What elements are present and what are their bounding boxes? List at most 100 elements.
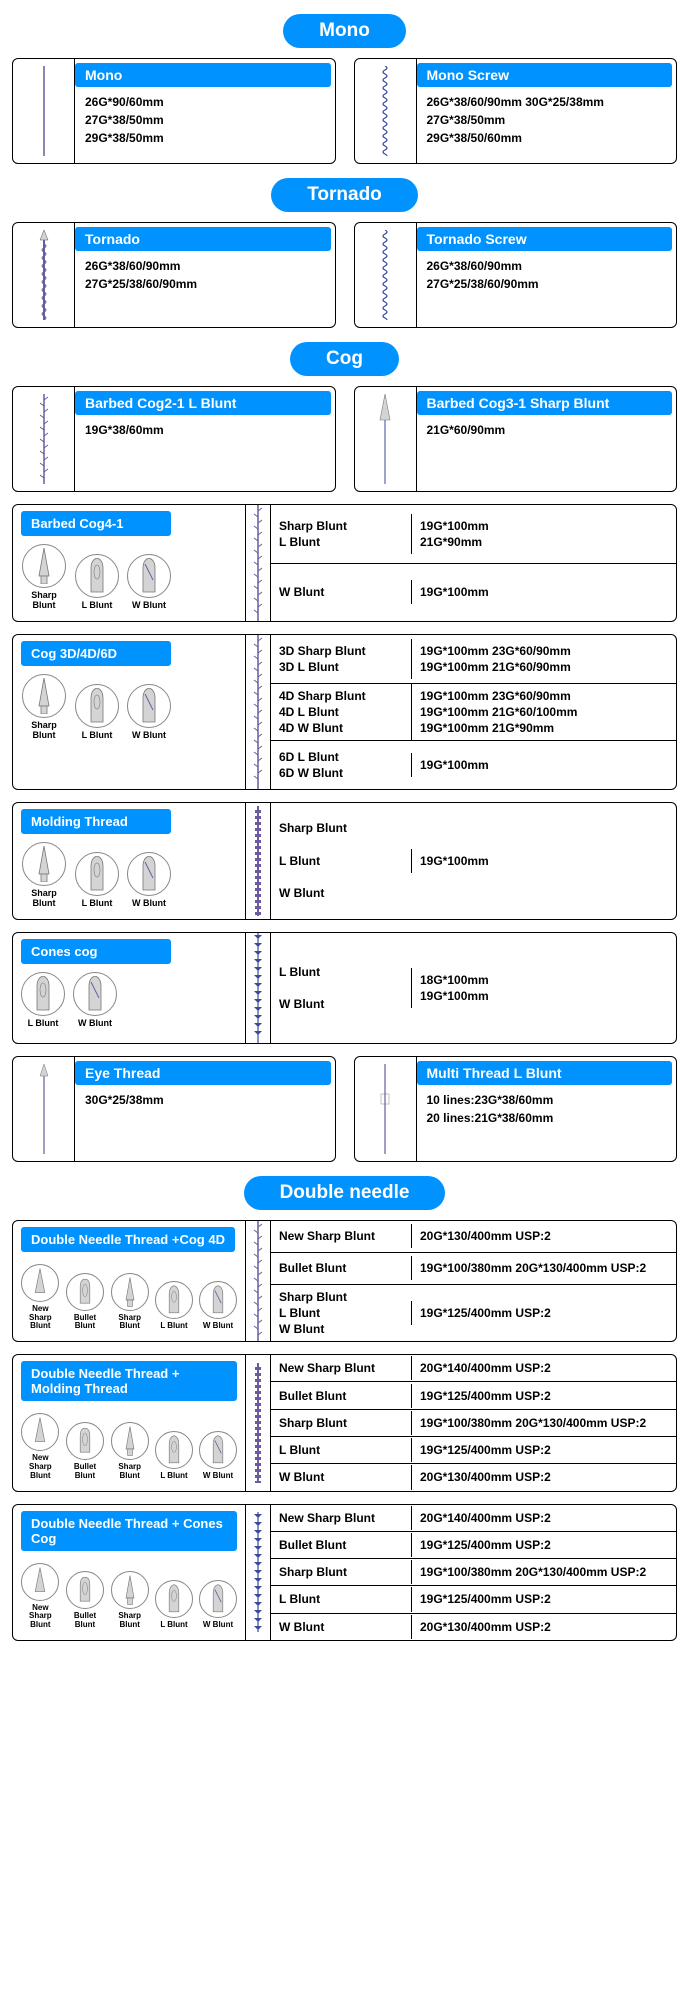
spec-row: Sharp BluntL BluntW Blunt19G*125/400mm U… (271, 1284, 676, 1342)
spec-row-value: 20G*140/400mm USP:2 (411, 1356, 676, 1380)
tip-item: W Blunt (127, 554, 171, 611)
tip-label: L Blunt (75, 731, 119, 741)
spec-row-label: L Blunt (271, 1438, 411, 1462)
spec-row-value: 20G*140/400mm USP:2 (411, 1506, 676, 1530)
tip-icon (111, 1273, 149, 1311)
tip-icon (66, 1422, 104, 1460)
tip-icon (21, 1413, 59, 1451)
tip-icon (22, 674, 66, 718)
spec-row-value: 20G*130/400mm USP:2 (411, 1224, 676, 1248)
tip-item: W Blunt (199, 1281, 237, 1331)
card-title: Double Needle Thread + Cones Cog (21, 1511, 237, 1551)
spec-table: Sharp BluntL BluntW Blunt19G*100mm (271, 803, 676, 919)
card-title: Multi Thread L Blunt (417, 1061, 673, 1085)
tip-icon (75, 684, 119, 728)
thread-icon (245, 1221, 271, 1341)
spec-line: 27G*38/50mm (427, 111, 667, 129)
card-specs: 26G*38/60/90mm 30G*25/38mm27G*38/50mm29G… (417, 87, 677, 153)
section-header-cog: Cog (0, 342, 689, 376)
spec-row-label: W Blunt (271, 580, 411, 604)
tip-icon (155, 1281, 193, 1319)
tip-label: Bullet Blunt (66, 1463, 105, 1481)
spec-row-label: Sharp BluntL Blunt (271, 514, 411, 554)
spec-row: Sharp Blunt19G*100/380mm 20G*130/400mm U… (271, 1558, 676, 1585)
thread-icon (355, 59, 417, 163)
tip-label: L Blunt (21, 1019, 65, 1029)
spec-row-label: Bullet Blunt (271, 1533, 411, 1557)
thread-icon (245, 1355, 271, 1490)
section-badge: Double needle (244, 1176, 446, 1210)
card-left: Double Needle Thread + Cones Cog New Sha… (13, 1505, 245, 1640)
card-title: Molding Thread (21, 809, 171, 834)
product-card-wide: Molding Thread Sharp BluntL BluntW Blunt… (12, 802, 677, 920)
product-card-wide: Double Needle Thread + Cones Cog New Sha… (12, 1504, 677, 1641)
card-title: Cones cog (21, 939, 171, 964)
tip-label: Sharp Blunt (21, 721, 67, 741)
spec-table: New Sharp Blunt20G*140/400mm USP:2Bullet… (271, 1355, 676, 1490)
card-title: Mono (75, 63, 331, 87)
spec-row: L Blunt19G*125/400mm USP:2 (271, 1585, 676, 1612)
thread-icon (245, 803, 271, 919)
spec-row-value: 20G*130/400mm USP:2 (411, 1615, 676, 1639)
spec-line: 26G*90/60mm (85, 93, 325, 111)
spec-row-value: 18G*100mm19G*100mm (411, 968, 676, 1008)
tip-label: W Blunt (127, 899, 171, 909)
tip-label: Sharp Blunt (110, 1463, 149, 1481)
thread-icon (355, 223, 417, 327)
spec-row: L Blunt19G*125/400mm USP:2 (271, 1436, 676, 1463)
tip-item: Sharp Blunt (21, 674, 67, 741)
tip-item: W Blunt (199, 1580, 237, 1630)
tips-row: Sharp Blunt L Blunt W Blunt (21, 842, 237, 909)
card-left: Cog 3D/4D/6D Sharp BluntL BluntW Blunt (13, 635, 245, 789)
spec-row-label: New Sharp Blunt (271, 1356, 411, 1380)
product-card: Barbed Cog2-1 L Blunt 19G*38/60mm (12, 386, 336, 492)
tip-item: Sharp Blunt (21, 544, 67, 611)
tip-label: Sharp Blunt (21, 591, 67, 611)
spec-row-value: 19G*125/400mm USP:2 (411, 1587, 676, 1611)
tip-icon (155, 1431, 193, 1469)
card-title: Eye Thread (75, 1061, 331, 1085)
spec-line: 29G*38/50mm (85, 129, 325, 147)
tips-row: New Sharp BluntBullet BluntSharp BluntL … (21, 1413, 237, 1480)
card-title: Double Needle Thread + Molding Thread (21, 1361, 237, 1401)
spec-line: 29G*38/50/60mm (427, 129, 667, 147)
product-card-wide: Double Needle Thread +Cog 4D New Sharp B… (12, 1220, 677, 1342)
spec-row-value: 19G*125/400mm USP:2 (411, 1384, 676, 1408)
tip-label: Sharp Blunt (21, 889, 67, 909)
spec-table: New Sharp Blunt20G*140/400mm USP:2Bullet… (271, 1505, 676, 1640)
tip-icon (111, 1571, 149, 1609)
tip-icon (21, 1563, 59, 1601)
thread-icon (245, 635, 271, 789)
product-card-wide: Cog 3D/4D/6D Sharp BluntL BluntW Blunt 3… (12, 634, 677, 790)
spec-row-value: 19G*100mm (411, 849, 676, 873)
tip-icon (199, 1281, 237, 1319)
tip-item: New Sharp Blunt (21, 1264, 60, 1331)
card-title: Barbed Cog2-1 L Blunt (75, 391, 331, 415)
thread-icon (13, 59, 75, 163)
tip-icon (75, 554, 119, 598)
spec-row-value: 19G*100/380mm 20G*130/400mm USP:2 (411, 1256, 676, 1280)
spec-row: W Blunt20G*130/400mm USP:2 (271, 1463, 676, 1490)
spec-row-value: 19G*100mm 23G*60/90mm19G*100mm 21G*60/10… (411, 684, 676, 741)
tip-icon (21, 1264, 59, 1302)
tip-icon (127, 554, 171, 598)
tip-icon (22, 842, 66, 886)
spec-row-label: New Sharp Blunt (271, 1506, 411, 1530)
thread-icon (245, 1505, 271, 1640)
spec-row-value: 19G*100/380mm 20G*130/400mm USP:2 (411, 1411, 676, 1435)
product-card: Tornado Screw 26G*38/60/90mm27G*25/38/60… (354, 222, 678, 328)
spec-row-value: 19G*100mm (411, 580, 676, 604)
tip-label: Sharp Blunt (110, 1314, 149, 1332)
tip-label: W Blunt (127, 601, 171, 611)
spec-row: New Sharp Blunt20G*130/400mm USP:2 (271, 1221, 676, 1252)
card-specs: 19G*38/60mm (75, 415, 335, 445)
tip-label: W Blunt (199, 1472, 237, 1481)
card-specs: 30G*25/38mm (75, 1085, 335, 1115)
spec-row: Sharp Blunt19G*100/380mm 20G*130/400mm U… (271, 1409, 676, 1436)
product-card-wide: Double Needle Thread + Molding Thread Ne… (12, 1354, 677, 1491)
tip-icon (127, 852, 171, 896)
spec-row-label: W Blunt (271, 1465, 411, 1489)
tip-item: L Blunt (75, 852, 119, 909)
spec-row-value: 19G*100/380mm 20G*130/400mm USP:2 (411, 1560, 676, 1584)
spec-row: 6D L Blunt6D W Blunt19G*100mm (271, 740, 676, 789)
